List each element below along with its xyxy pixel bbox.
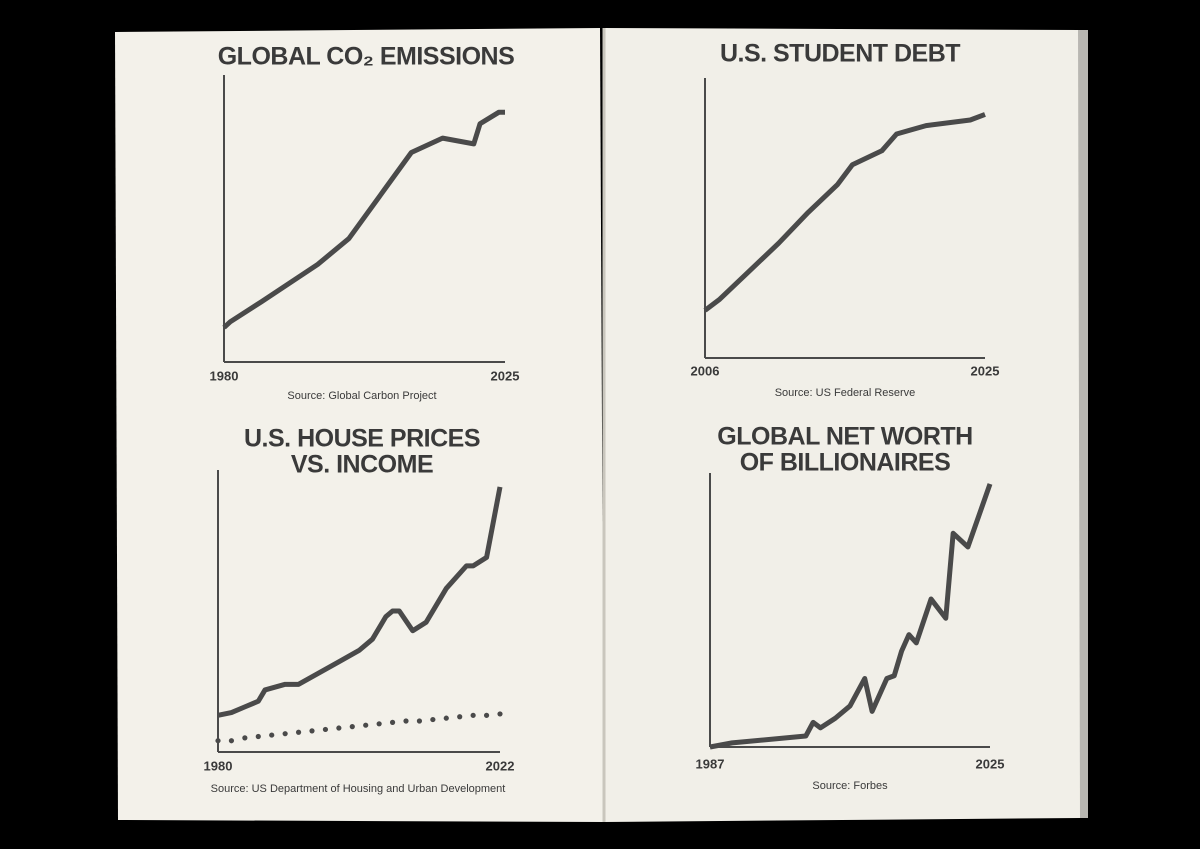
data-dot (376, 721, 382, 727)
data-dot (269, 732, 275, 738)
data-dot (403, 718, 409, 724)
data-dot (349, 724, 355, 730)
chart-title: U.S. STUDENT DEBT (720, 40, 960, 68)
right-page (604, 28, 1080, 822)
x-tick-label: 2006 (691, 363, 720, 378)
x-tick-label: 1980 (210, 368, 239, 383)
x-tick-label: 2025 (491, 368, 520, 383)
data-dot (483, 712, 490, 718)
chart-title: VS. INCOME (291, 451, 433, 479)
data-dot (443, 715, 449, 721)
source-note: Source: Forbes (812, 780, 888, 792)
data-dot (309, 728, 315, 734)
data-dot (457, 714, 463, 720)
data-dot (228, 738, 235, 744)
chart-title: GLOBAL NET WORTH (717, 423, 972, 451)
left-page (115, 28, 604, 822)
data-dot (497, 711, 503, 717)
source-note: Source: US Federal Reserve (775, 387, 916, 399)
data-dot (416, 718, 423, 724)
x-tick-label: 1980 (204, 758, 233, 773)
data-line (222, 109, 505, 330)
x-tick-label: 2025 (976, 756, 1005, 771)
data-dot (215, 738, 221, 744)
chart-title: OF BILLIONAIRES (740, 449, 951, 477)
data-dot (295, 729, 302, 735)
data-dot (470, 712, 476, 718)
data-dot (430, 716, 436, 723)
x-tick-label: 2022 (486, 758, 515, 773)
source-note: Source: Global Carbon Project (287, 390, 436, 402)
data-dot (322, 726, 329, 733)
x-tick-label: 1987 (696, 756, 725, 771)
x-tick-label: 2025 (971, 363, 1000, 378)
data-dot (282, 731, 288, 737)
data-dot (336, 725, 342, 731)
chart-title: U.S. HOUSE PRICES (244, 425, 480, 453)
data-dot (389, 719, 396, 725)
data-line (703, 112, 986, 313)
data-line (709, 483, 993, 750)
source-note: Source: US Department of Housing and Urb… (211, 783, 506, 795)
chart-title: GLOBAL CO₂ EMISSIONS (218, 43, 515, 71)
data-dot (363, 722, 369, 728)
data-line (217, 486, 503, 718)
data-dot (255, 733, 261, 740)
data-dot (242, 735, 248, 741)
